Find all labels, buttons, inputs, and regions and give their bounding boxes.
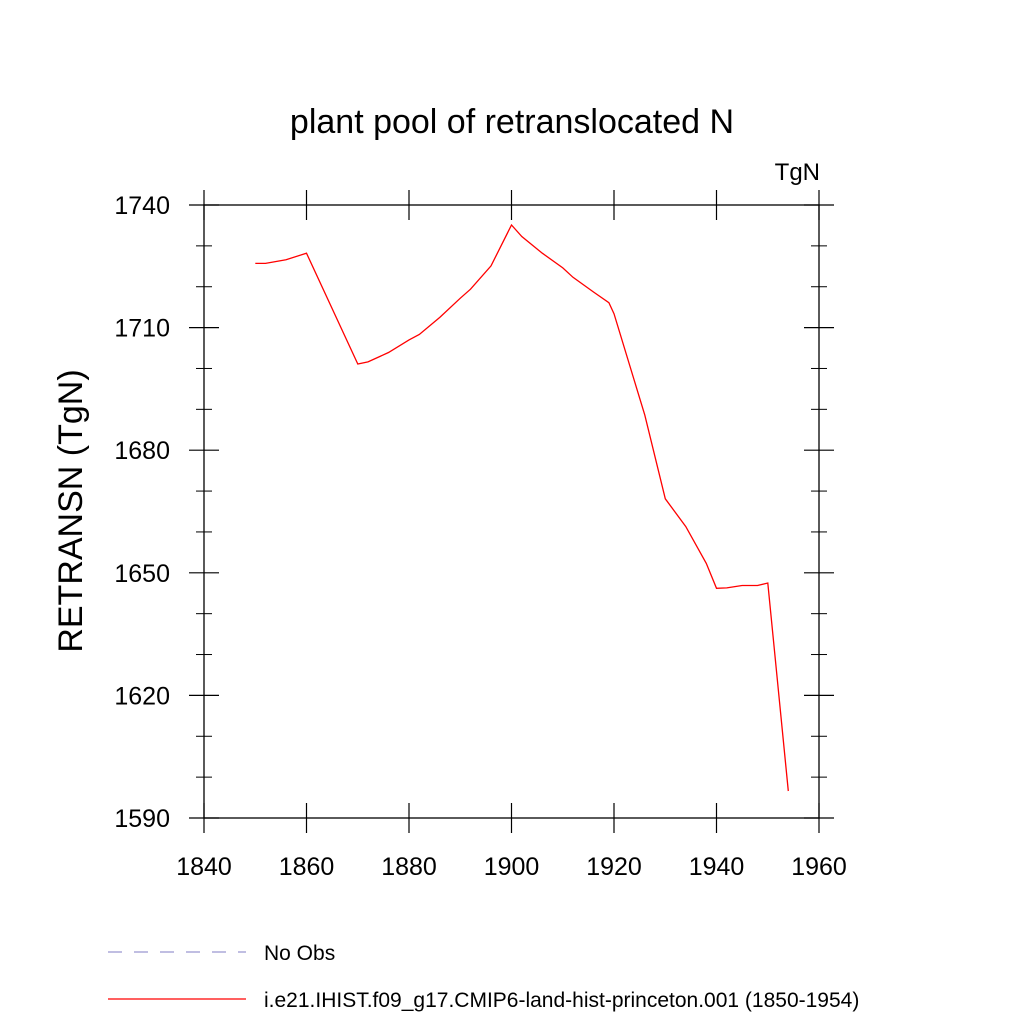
y-tick-label: 1680 bbox=[114, 437, 170, 465]
x-tick-label: 1940 bbox=[689, 853, 745, 881]
plot-area bbox=[255, 223, 789, 792]
y-tick-label: 1590 bbox=[114, 805, 170, 833]
series-line bbox=[255, 223, 789, 792]
x-tick-label: 1920 bbox=[586, 853, 642, 881]
legend-label: i.e21.IHIST.f09_g17.CMIP6-land-hist-prin… bbox=[264, 989, 859, 1012]
x-tick-label: 1900 bbox=[484, 853, 540, 881]
y-tick-label: 1620 bbox=[114, 682, 170, 710]
plot-frame bbox=[203, 204, 820, 819]
y-tick-label: 1650 bbox=[114, 560, 170, 588]
x-tick-label: 1860 bbox=[279, 853, 335, 881]
y-tick-label: 1740 bbox=[114, 192, 170, 220]
x-tick-label: 1880 bbox=[381, 853, 437, 881]
y-tick-label: 1710 bbox=[114, 315, 170, 343]
x-tick-label: 1840 bbox=[176, 853, 232, 881]
x-tick-label: 1960 bbox=[791, 853, 847, 881]
units-label: TgN bbox=[775, 159, 820, 186]
legend-label: No Obs bbox=[264, 942, 335, 965]
chart-title: plant pool of retranslocated N bbox=[290, 103, 734, 141]
axis-ticks: 1840 1860 1880 1900 1920 1940 1960 1590 1620 1650… bbox=[114, 190, 847, 881]
legend: No Obs i.e21.IHIST.f09_g17.CMIP6-land-his… bbox=[108, 942, 859, 1012]
y-axis-label: RETRANSN (TgN) bbox=[52, 369, 90, 652]
